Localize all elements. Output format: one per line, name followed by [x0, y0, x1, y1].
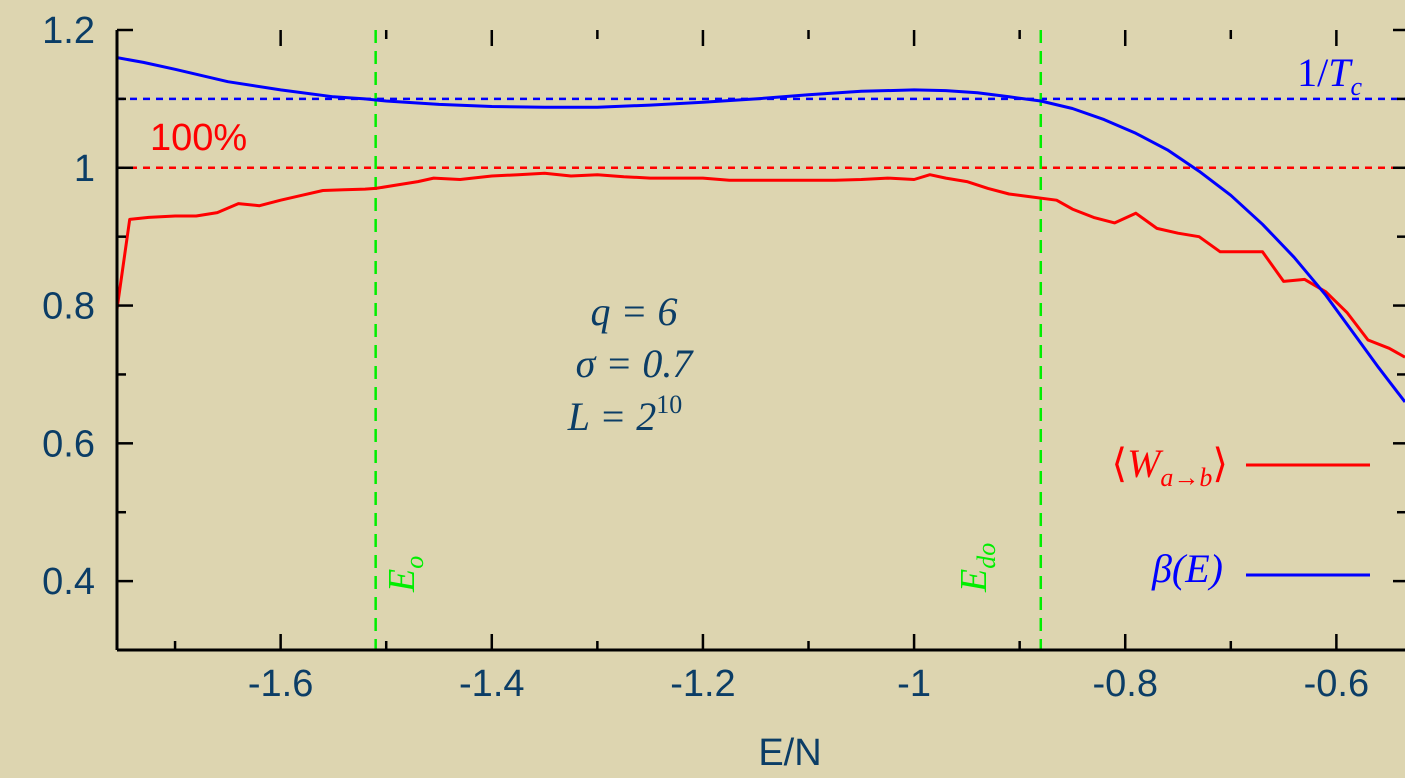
x-tick-label: -1.4: [459, 663, 524, 705]
y-tick-label: 0.8: [42, 286, 95, 328]
series-line-beta: [117, 56, 1405, 403]
y-tick-label: 1: [74, 148, 95, 190]
x-tick-label: -1.6: [248, 663, 313, 705]
l-annotation: L = 210: [567, 390, 683, 439]
x-tick-label: -1: [897, 663, 931, 705]
series-line-w-ab: [117, 171, 1405, 359]
y-tick-label: 1.2: [42, 10, 95, 52]
x-tick-label: -0.8: [1092, 663, 1157, 705]
y-tick-label: 0.4: [42, 561, 95, 603]
axis-layer: -1.6 -1.4 -1.2 -1 -0.8 -0.6 0.4 0.6 0.8 1 1.2: [42, 10, 1405, 705]
inverse-tc-label: 1/Tc: [1297, 50, 1362, 101]
x-axis-title: E/N: [758, 732, 821, 774]
x-tick-label: -1.2: [670, 663, 735, 705]
sigma-annotation: σ = 0.7: [576, 341, 695, 386]
q-annotation: q = 6: [591, 289, 678, 334]
legend: ⟨Wa→b⟩ β(E): [1111, 441, 1370, 591]
edo-label: Edo: [953, 543, 1001, 593]
eo-label: Eo: [381, 556, 429, 593]
plot-layer: [117, 30, 1405, 650]
percent-100-label: 100%: [150, 117, 247, 159]
legend-entry-w: ⟨Wa→b⟩: [1111, 441, 1228, 492]
x-tick-label: -0.6: [1304, 663, 1369, 705]
legend-entry-beta: β(E): [1151, 546, 1223, 591]
y-tick-label: 0.6: [42, 423, 95, 465]
